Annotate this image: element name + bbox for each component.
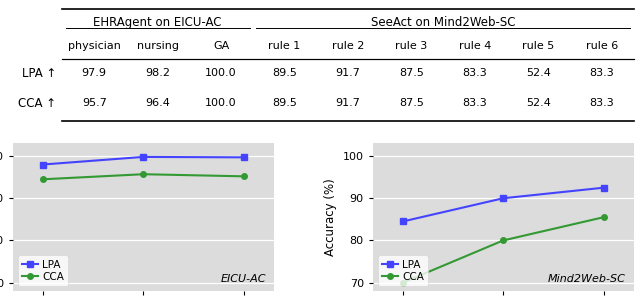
- Text: 91.7: 91.7: [335, 68, 360, 78]
- Text: 98.2: 98.2: [145, 68, 170, 78]
- Text: Mind2Web-SC: Mind2Web-SC: [548, 274, 626, 284]
- Text: 89.5: 89.5: [272, 68, 297, 78]
- Text: 87.5: 87.5: [399, 68, 424, 78]
- Legend: LPA, CCA: LPA, CCA: [18, 255, 68, 286]
- Text: 95.7: 95.7: [82, 98, 107, 108]
- Text: rule 4: rule 4: [459, 41, 491, 51]
- Text: rule 2: rule 2: [332, 41, 364, 51]
- Text: 100.0: 100.0: [205, 68, 237, 78]
- Text: 52.4: 52.4: [526, 98, 551, 108]
- CCA: [499, 239, 507, 242]
- Line: LPA: LPA: [400, 185, 606, 224]
- Text: 83.3: 83.3: [463, 98, 487, 108]
- Legend: LPA, CCA: LPA, CCA: [378, 255, 428, 286]
- Text: 100.0: 100.0: [205, 98, 237, 108]
- Text: nursing: nursing: [137, 41, 179, 51]
- Text: rule 1: rule 1: [268, 41, 301, 51]
- LPA: [240, 156, 248, 159]
- CCA: [39, 178, 47, 181]
- Text: 89.5: 89.5: [272, 98, 297, 108]
- LPA: [140, 155, 147, 159]
- Text: physician: physician: [68, 41, 120, 51]
- Text: 91.7: 91.7: [335, 98, 360, 108]
- Text: EHRAgent on EICU-AC: EHRAgent on EICU-AC: [93, 16, 222, 29]
- Text: GA: GA: [213, 41, 229, 51]
- Text: 83.3: 83.3: [589, 68, 614, 78]
- Line: CCA: CCA: [400, 214, 606, 285]
- Text: LPA ↑: LPA ↑: [22, 67, 56, 80]
- Line: LPA: LPA: [40, 154, 246, 167]
- Text: 52.4: 52.4: [526, 68, 551, 78]
- LPA: [600, 186, 607, 189]
- CCA: [399, 281, 406, 285]
- Text: SeeAct on Mind2Web-SC: SeeAct on Mind2Web-SC: [371, 16, 515, 29]
- CCA: [240, 175, 248, 178]
- CCA: [140, 173, 147, 176]
- Text: rule 5: rule 5: [522, 41, 554, 51]
- LPA: [399, 220, 406, 223]
- LPA: [39, 163, 47, 166]
- Text: 87.5: 87.5: [399, 98, 424, 108]
- LPA: [499, 197, 507, 200]
- Text: 83.3: 83.3: [589, 98, 614, 108]
- Text: 83.3: 83.3: [463, 68, 487, 78]
- Y-axis label: Accuracy (%): Accuracy (%): [324, 178, 337, 256]
- Text: rule 6: rule 6: [586, 41, 618, 51]
- CCA: [600, 215, 607, 219]
- Text: rule 3: rule 3: [396, 41, 428, 51]
- Text: 97.9: 97.9: [82, 68, 107, 78]
- Text: CCA ↑: CCA ↑: [18, 97, 56, 110]
- Line: CCA: CCA: [40, 171, 246, 182]
- Text: EICU-AC: EICU-AC: [220, 274, 266, 284]
- Text: 96.4: 96.4: [145, 98, 170, 108]
